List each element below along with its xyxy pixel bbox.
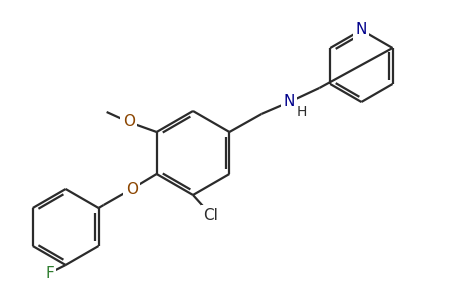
Text: N: N — [284, 95, 295, 110]
Text: H: H — [296, 105, 306, 119]
Text: F: F — [45, 265, 54, 281]
Text: O: O — [126, 182, 138, 197]
Text: O: O — [123, 114, 135, 129]
Text: N: N — [355, 23, 367, 38]
Text: Cl: Cl — [203, 207, 218, 222]
